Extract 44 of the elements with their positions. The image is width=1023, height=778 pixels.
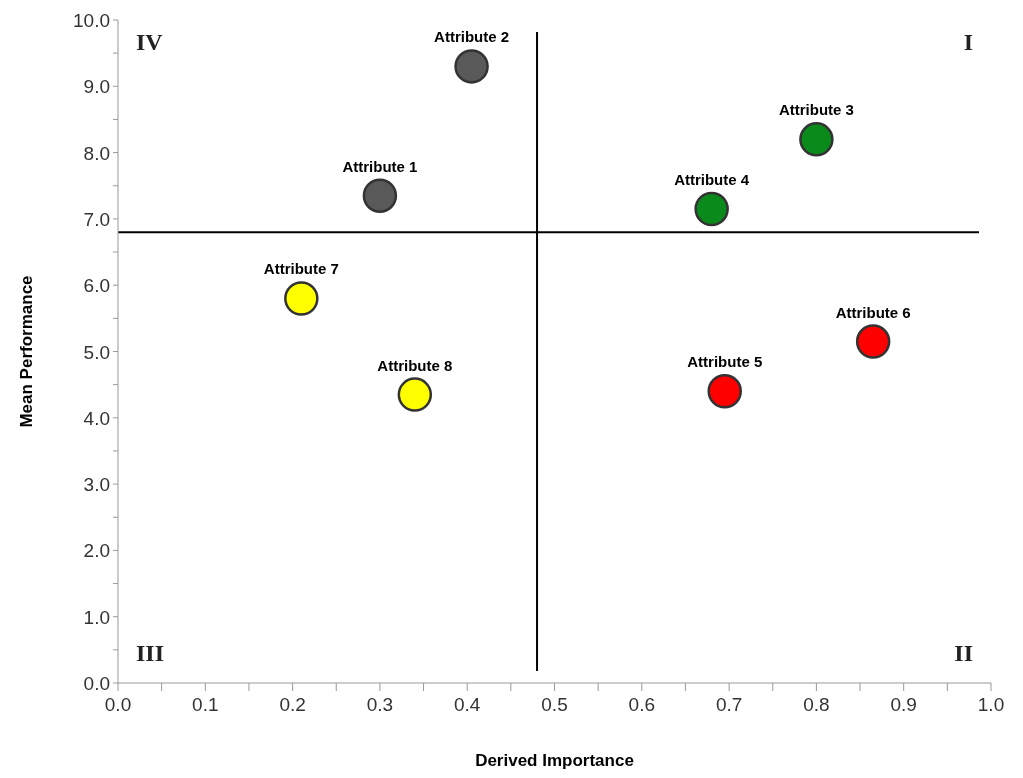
x-tick-label: 0.1 [192,694,219,715]
series-label: Attribute 2 [434,28,510,46]
series-label: Attribute 7 [263,260,339,278]
y-tick-label: 5.0 [83,341,110,363]
point [284,281,319,316]
x-tick-label: 0.6 [628,694,656,715]
y-tick-label: 1.0 [83,606,110,628]
series-label: Attribute 1 [342,157,418,175]
series-label: Attribute 5 [687,353,763,371]
point [454,49,489,84]
series-label: Attribute 6 [835,303,911,321]
x-axis-title: Derived Importance [475,751,634,770]
y-axis-title: Mean Performance [17,275,36,428]
x-tick-label: 0.0 [104,694,132,715]
annotation: IV [136,29,164,55]
y-tick-label: 2.0 [83,540,110,562]
x-tick-label: 1.0 [977,694,1005,715]
x-tick-label: 0.7 [715,694,743,715]
y-tick-label: 10.0 [73,10,110,31]
series-label: Attribute 8 [377,356,453,374]
y-tick-label: 0.0 [83,673,110,694]
x-tick-label: 0.5 [541,694,568,715]
y-tick-label: 9.0 [83,76,110,98]
y-tick-label: 3.0 [83,474,110,496]
series-label: Attribute 3 [778,101,854,119]
x-tick-label: 0.8 [803,694,830,715]
y-tick-label: 6.0 [83,275,110,297]
x-tick-label: 0.3 [366,694,394,715]
point [799,122,834,157]
point [855,324,891,359]
y-tick-label: 4.0 [83,407,110,429]
x-tick-label: 0.2 [279,694,306,715]
x-tick-label: 0.9 [890,694,917,715]
y-tick-label: 7.0 [83,208,110,230]
point [694,191,729,227]
annotation: II [954,640,973,666]
x-tick-label: 0.4 [453,694,481,715]
y-tick-label: 8.0 [83,142,110,164]
point [362,178,398,213]
point [397,377,433,412]
point [707,374,742,409]
annotation: III [136,640,165,666]
annotation: I [963,29,973,55]
series-label: Attribute 4 [674,170,750,188]
